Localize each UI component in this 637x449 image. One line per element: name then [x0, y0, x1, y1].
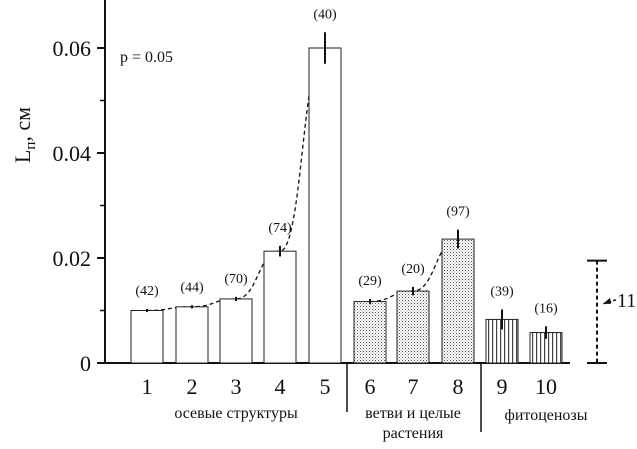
sample-size-label: (16): [534, 301, 558, 316]
y-tick-label: 0.02: [53, 246, 92, 271]
sample-size-label: (97): [446, 205, 470, 220]
sample-size-label: (20): [401, 262, 425, 277]
sample-size-label: (44): [180, 280, 204, 295]
group-label: растения: [383, 425, 444, 442]
group-label: осевые структуры: [174, 405, 298, 422]
error-bars: [146, 32, 547, 339]
y-tick-label: 0.04: [53, 141, 92, 166]
bar-8: [441, 238, 475, 364]
y-axis-title: Lп, см: [10, 107, 39, 163]
sample-size-labels: (42) (44) (70) (74) (40) (29) (20) (97) (39) (16): [135, 7, 558, 316]
y-tick-label: 0.06: [53, 36, 92, 61]
category-label: 3: [231, 374, 242, 399]
y-tick-label: 0: [80, 351, 91, 376]
category-label: 4: [275, 374, 286, 399]
category-label: 7: [408, 374, 419, 399]
sample-size-label: (74): [268, 221, 292, 236]
y-axis-title-sub: п: [23, 142, 39, 150]
bar-7: [396, 290, 430, 364]
bar-2: [175, 306, 209, 364]
y-axis-title-unit: , см: [10, 107, 35, 142]
y-axis-title-main: L: [10, 150, 35, 163]
svg-text:Lп, см: Lп, см: [10, 107, 39, 163]
side-range-arrowhead: [603, 297, 611, 304]
side-range-label: 11: [617, 290, 636, 312]
sample-size-label: (29): [358, 274, 382, 289]
bar-6: [353, 301, 387, 364]
bars: [130, 47, 563, 364]
bar-5: [308, 47, 342, 364]
bar-4: [263, 250, 297, 364]
group-label: фитоценозы: [504, 407, 587, 424]
category-label: 8: [453, 374, 464, 399]
category-label: 2: [187, 374, 198, 399]
category-label: 6: [365, 374, 376, 399]
y-ticks: 0 0.02 0.04 0.06: [53, 36, 105, 376]
category-label: 1: [142, 374, 153, 399]
bar-3: [219, 298, 253, 364]
side-range-bar: 11: [587, 259, 636, 364]
category-labels: 1 2 3 4 5 6 7 8 9 10: [142, 374, 558, 399]
annotation-p-value: p = 0.05: [120, 49, 173, 66]
sample-size-label: (42): [135, 284, 159, 299]
sample-size-label: (40): [313, 7, 337, 22]
bar-1: [130, 310, 164, 364]
sample-size-label: (39): [490, 284, 514, 299]
group-labels: осевые структуры ветви и целые растения фит…: [174, 405, 587, 442]
category-label: 10: [535, 374, 557, 399]
category-label: 5: [320, 374, 331, 399]
group-label: ветви и целые: [365, 405, 461, 422]
sample-size-label: (70): [224, 272, 248, 287]
category-label: 9: [497, 374, 508, 399]
